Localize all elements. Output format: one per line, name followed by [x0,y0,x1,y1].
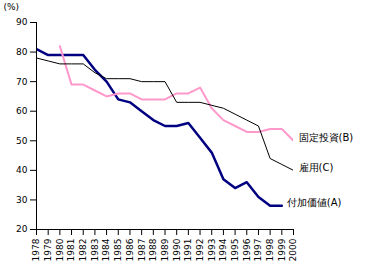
svg-text:1982: 1982 [78,239,88,262]
svg-text:雇用(C): 雇用(C) [299,162,334,173]
svg-text:1989: 1989 [160,238,170,261]
svg-text:1987: 1987 [137,239,147,262]
svg-text:1994: 1994 [218,238,228,261]
svg-text:50: 50 [16,136,28,146]
svg-text:70: 70 [16,77,28,87]
svg-text:60: 60 [16,106,28,116]
svg-text:1984: 1984 [101,238,111,261]
svg-text:20: 20 [16,224,28,234]
svg-text:80: 80 [16,47,28,57]
svg-text:1997: 1997 [253,239,263,262]
svg-text:付加価値(A): 付加価値(A) [287,197,342,208]
svg-text:1999: 1999 [277,238,287,261]
svg-text:1991: 1991 [183,239,193,262]
svg-text:2000: 2000 [288,238,298,261]
svg-text:30: 30 [16,195,28,205]
svg-text:40: 40 [16,165,28,175]
svg-text:1988: 1988 [148,238,158,261]
svg-text:1995: 1995 [230,239,240,262]
svg-text:1983: 1983 [90,239,100,262]
svg-text:1985: 1985 [113,239,123,262]
svg-text:1986: 1986 [125,238,135,261]
svg-text:1978: 1978 [31,238,41,261]
svg-text:1993: 1993 [207,239,217,262]
svg-text:1981: 1981 [66,239,76,262]
svg-text:90: 90 [16,17,28,27]
svg-text:1992: 1992 [195,239,205,262]
svg-text:1996: 1996 [242,238,252,261]
svg-text:固定投資(B): 固定投資(B) [299,132,354,143]
svg-text:(%): (%) [4,2,20,12]
svg-text:1979: 1979 [43,238,53,261]
svg-text:1990: 1990 [172,238,182,261]
svg-text:1980: 1980 [55,238,65,261]
svg-text:1998: 1998 [265,238,275,261]
